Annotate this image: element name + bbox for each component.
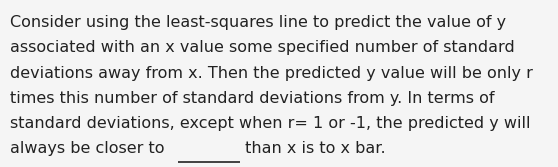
Text: always be closer to: always be closer to: [10, 141, 170, 156]
Text: standard deviations, except when r= 1 or -1, the predicted y will: standard deviations, except when r= 1 or…: [10, 116, 531, 131]
Text: times this number of standard deviations from y. In terms of: times this number of standard deviations…: [10, 91, 495, 106]
Text: Consider using the least-squares line to predict the value of y: Consider using the least-squares line to…: [10, 15, 507, 30]
Text: associated with an x value some specified number of standard: associated with an x value some specifie…: [10, 40, 515, 55]
Text: than x is to x bar.: than x is to x bar.: [239, 141, 385, 156]
Text: deviations away from x. Then the predicted y value will be only r: deviations away from x. Then the predict…: [10, 66, 533, 81]
